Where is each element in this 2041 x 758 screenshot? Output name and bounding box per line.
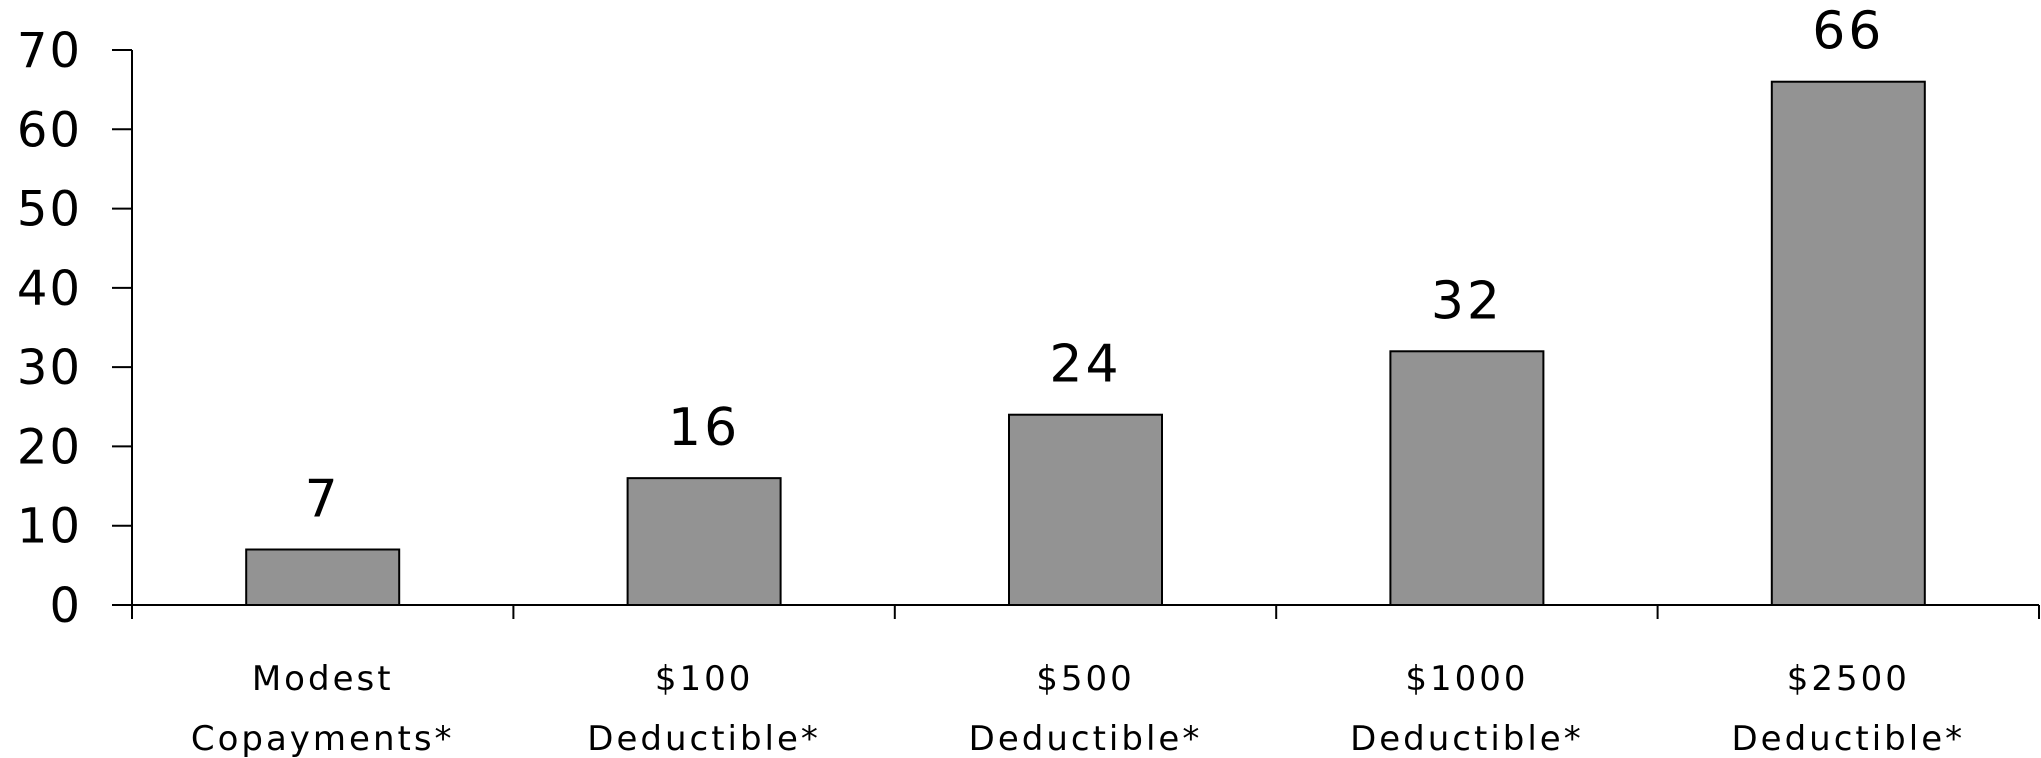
bar [626,477,782,606]
x-axis [131,604,2040,619]
x-tick-label: $1000 [1405,659,1528,699]
y-axis: 0 10 20 30 40 50 60 70 [17,23,133,634]
x-tick-label: Copayments* [191,719,455,758]
x-tick-labels: Modest Copayments* $100 Deductible* $500 Dedu… [191,659,1965,758]
y-tick-label: 60 [17,102,82,158]
x-tick-label: Modest [252,659,394,699]
bar [1389,350,1545,606]
x-tick-label: Deductible* [1350,719,1584,758]
x-tick-label: Deductible* [587,719,821,758]
bar [1008,413,1163,607]
y-tick-label: 20 [17,419,82,475]
data-labels: 7 16 24 32 66 [305,2,1884,530]
x-tick-label: Deductible* [969,719,1203,758]
y-tick-label: 70 [17,23,82,79]
x-tick-label: $100 [655,659,754,699]
data-label: 66 [1812,2,1884,62]
data-label: 32 [1431,271,1503,331]
x-tick-label: Deductible* [1731,719,1965,758]
bars [245,80,1926,607]
x-tick-label: $500 [1036,659,1135,699]
data-label: 24 [1049,335,1121,395]
y-tick-label: 40 [17,261,82,317]
y-tick-label: 30 [17,340,82,396]
y-tick-label: 50 [17,182,82,238]
data-label: 16 [668,398,740,458]
y-tick-label: 10 [17,499,82,555]
x-tick-label: $2500 [1787,659,1910,699]
y-tick-label: 0 [49,578,82,634]
bar [245,548,401,606]
bar [1770,80,1926,606]
data-label: 7 [305,470,341,530]
